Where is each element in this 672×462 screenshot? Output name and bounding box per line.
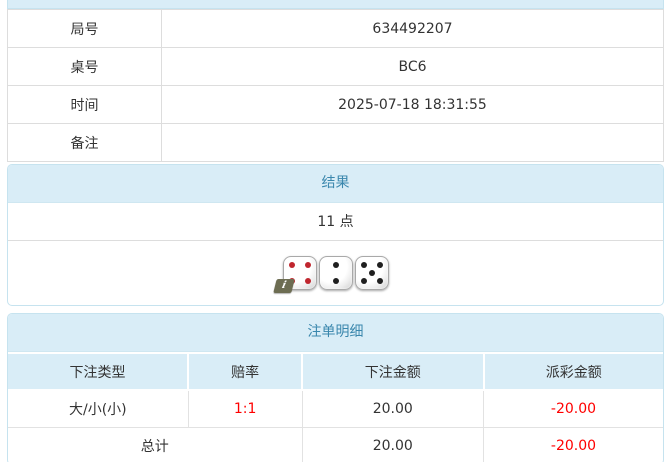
- total-bet-amount: 20.00: [301, 426, 485, 462]
- table-row: 时间 2025-07-18 18:31:55: [7, 85, 664, 124]
- table-header-row: 下注类型 赔率 下注金额 派彩金额: [8, 352, 663, 391]
- dice-row: i: [8, 241, 663, 305]
- die-pip: [332, 262, 339, 268]
- cutoff-section-header-bar: [7, 0, 664, 9]
- game-id-value: 634492207: [161, 9, 664, 48]
- game-info-table: 局号 634492207 桌号 BC6 时间 2025-07-18 18:31:…: [7, 9, 664, 162]
- table-row: 局号 634492207: [7, 9, 664, 48]
- table-id-value: BC6: [161, 47, 664, 86]
- payout-amount-cell: -20.00: [483, 389, 663, 428]
- odds-header: 赔率: [187, 352, 304, 391]
- result-points: 11 点: [8, 203, 663, 241]
- total-label: 总计: [8, 426, 303, 462]
- result-panel-title: 结果: [8, 165, 663, 203]
- die-pip: [360, 262, 367, 268]
- die-face-2: [318, 256, 353, 290]
- info-icon[interactable]: i: [272, 279, 295, 293]
- die-pip: [376, 278, 383, 284]
- time-label: 时间: [7, 85, 162, 124]
- total-row: 总计 20.00 -20.00: [8, 426, 663, 462]
- die-pip: [332, 278, 339, 284]
- die-pip: [368, 270, 375, 276]
- bet-details-title: 注单明细: [8, 314, 663, 352]
- result-panel: 结果 11 点 i: [7, 164, 664, 306]
- game-id-label: 局号: [7, 9, 162, 48]
- bet-type-cell: 大/小(小): [8, 389, 189, 428]
- remark-value: [161, 123, 664, 162]
- page-container: 局号 634492207 桌号 BC6 时间 2025-07-18 18:31:…: [7, 0, 664, 462]
- bet-details-table: 下注类型 赔率 下注金额 派彩金额 大/小(小) 1:1 20.00 -20.0…: [8, 352, 663, 462]
- bet-amount-header: 下注金额: [301, 352, 485, 391]
- dice-group: i: [272, 256, 390, 293]
- die-face-5: [354, 256, 389, 290]
- time-value: 2025-07-18 18:31:55: [161, 85, 664, 124]
- die-pip: [304, 262, 311, 268]
- payout-amount-header: 派彩金额: [482, 352, 663, 391]
- die-pip: [360, 278, 367, 284]
- table-row: 桌号 BC6: [7, 47, 664, 86]
- odds-cell: 1:1: [187, 389, 303, 428]
- bet-type-header: 下注类型: [8, 352, 190, 391]
- die-pip: [376, 262, 383, 268]
- die-pip: [288, 262, 295, 268]
- remark-label: 备注: [7, 123, 162, 162]
- table-id-label: 桌号: [7, 47, 162, 86]
- table-row: 备注: [7, 123, 664, 162]
- total-payout-amount: -20.00: [483, 426, 663, 462]
- bet-details-panel: 注单明细 下注类型 赔率 下注金额 派彩金额 大/小(小) 1:1 20.00 …: [7, 313, 664, 462]
- table-row: 大/小(小) 1:1 20.00 -20.00: [8, 389, 663, 428]
- bet-amount-cell: 20.00: [301, 389, 485, 428]
- die-pip: [304, 278, 311, 284]
